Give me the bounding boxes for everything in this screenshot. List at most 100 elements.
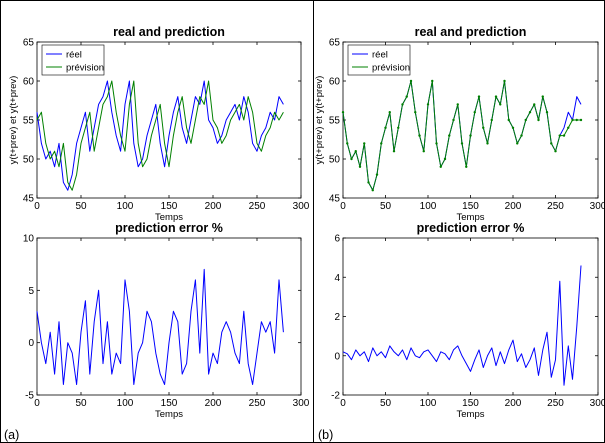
chart-3-x-tick-label: 250: [547, 201, 564, 212]
chart-3-series-2-point: [533, 103, 536, 106]
chart-4-x-axis-label: Temps: [457, 409, 485, 420]
chart-3-series-2-point: [507, 118, 510, 122]
chart-4-x-tick-label: 250: [547, 398, 564, 409]
chart-1-y-axis-label: y(t+prev) et y(t+prev): [8, 76, 19, 165]
chart-3-x-tick-label: 0: [340, 201, 346, 212]
chart-3-series-2-point: [516, 142, 519, 145]
chart-3-series-2-point: [550, 142, 553, 145]
chart-3-series-2-point: [524, 118, 527, 122]
chart-3-series-2-point: [460, 142, 464, 145]
chart-4-x-tick-label: 50: [380, 398, 392, 409]
chart-3-series-2-point: [363, 142, 366, 145]
chart-3-series-2-point: [545, 111, 549, 114]
chart-1-title: real and prediction: [113, 25, 225, 39]
chart-1-x-tick-label: 300: [293, 201, 310, 212]
chart-4-x-tick-label: 0: [340, 398, 346, 409]
chart-2-y-tick-label: 10: [23, 234, 35, 245]
chart-3-title: real and prediction: [415, 25, 527, 39]
chart-2-x-axis-label: Temps: [155, 409, 183, 420]
chart-3-series-2-point: [341, 111, 345, 114]
chart-3-series-2-point: [558, 134, 561, 137]
chart-1-legend: [41, 44, 105, 76]
chart-3-series-2-point: [392, 150, 396, 153]
chart-2-x-tick-label: 0: [34, 398, 40, 409]
chart-3-series-2-point: [486, 142, 489, 145]
chart-3-series-2-point: [401, 103, 404, 106]
chart-1-x-tick-label: 50: [75, 201, 87, 212]
chart-3-series-2-point: [414, 111, 417, 114]
chart-3-series-2-point: [397, 126, 400, 129]
chart-3-series-2-point: [405, 95, 408, 98]
chart-4-x-tick-label: 100: [420, 398, 437, 409]
chart-2-x-tick-label: 250: [249, 398, 266, 409]
chart-3-series-2-point: [554, 150, 557, 153]
chart-3-series-2-point: [380, 142, 383, 145]
chart-3-legend-label: réel: [372, 50, 388, 61]
panel-b-label: (b): [318, 428, 333, 442]
chart-3-series-2-point: [520, 134, 523, 137]
chart-3-series-2-point: [375, 173, 379, 176]
chart-3-series-2-point: [579, 118, 583, 122]
chart-2-x-tick-label: 200: [205, 398, 222, 409]
chart-2-title: prediction error %: [115, 221, 223, 235]
chart-3-series-2-point: [575, 118, 578, 122]
chart-3-y-tick-label: 55: [329, 116, 341, 127]
chart-2-y-tick-label: 0: [28, 338, 34, 349]
chart-3-x-tick-label: 150: [462, 201, 479, 212]
chart-3-x-tick-label: 50: [380, 201, 392, 212]
chart-1-x-tick-label: 250: [249, 201, 266, 212]
chart-1-y-tick-label: 50: [23, 155, 35, 166]
chart-3-x-tick-label: 100: [420, 201, 437, 212]
chart-3-series-2-point: [482, 126, 485, 129]
panel-a-label: (a): [4, 428, 19, 442]
chart-1-series-2-line: [36, 80, 284, 191]
chart-3-series-2-point: [494, 95, 498, 98]
chart-3-y-tick-label: 50: [329, 155, 341, 166]
chart-1-series-1-line: [36, 80, 284, 191]
chart-4-y-tick-label: 0: [334, 351, 340, 362]
chart-1-y-tick-label: 60: [23, 77, 35, 88]
chart-3-series-2-point: [422, 150, 425, 153]
chart-4-x-tick-label: 300: [590, 398, 605, 409]
chart-3-x-tick-label: 200: [505, 201, 522, 212]
chart-3-series-2-point: [358, 165, 362, 168]
chart-1-legend-label: prévision: [66, 63, 104, 74]
chart-3-series-2-point: [456, 103, 459, 106]
chart-1-x-tick-label: 0: [34, 201, 40, 212]
chart-3: 0 50 100 150 200 250 300 45 50 55 60 65 real and pre…: [314, 25, 605, 223]
chart-3-series-2-point: [346, 142, 349, 145]
chart-3-series-2-point: [426, 103, 430, 106]
chart-3-series-2-point: [443, 157, 447, 161]
chart-2-y-tick-label: 5: [28, 286, 34, 297]
chart-3-series-2-point: [350, 157, 353, 161]
chart-3-series-2-point: [388, 111, 391, 114]
chart-3-series-2-point: [465, 165, 468, 168]
chart-3-x-tick-label: 300: [590, 201, 605, 212]
chart-3-series-2-point: [384, 126, 387, 129]
chart-4-y-tick-label: 6: [334, 234, 340, 245]
chart-1-x-tick-label: 150: [161, 201, 178, 212]
chart-3-y-axis-label: y(t+prev) et y(t+prev): [314, 76, 325, 165]
chart-3-y-tick-label: 45: [329, 194, 341, 205]
chart-4-y-tick-label: 4: [334, 273, 340, 284]
chart-1-x-tick-label: 200: [205, 201, 222, 212]
chart-3-series-2-point: [452, 118, 455, 122]
chart-1-y-tick-label: 55: [23, 116, 35, 127]
chart-2-x-tick-label: 300: [293, 398, 310, 409]
chart-4-y-tick-label: -2: [331, 391, 340, 402]
chart-2-series-1-line: [36, 268, 284, 385]
chart-3-series-2-point: [511, 126, 515, 129]
chart-2-x-tick-label: 50: [75, 398, 87, 409]
chart-2-x-tick-label: 100: [117, 398, 134, 409]
chart-3-series-2-point: [409, 79, 413, 83]
chart-2-axes: [36, 237, 302, 396]
chart-3-legend: [347, 44, 411, 76]
chart-1-legend-label: réel: [66, 50, 82, 61]
chart-3-y-tick-label: 65: [329, 38, 341, 49]
chart-4-series-1-line: [342, 265, 582, 386]
chart-1-y-tick-label: 65: [23, 38, 35, 49]
